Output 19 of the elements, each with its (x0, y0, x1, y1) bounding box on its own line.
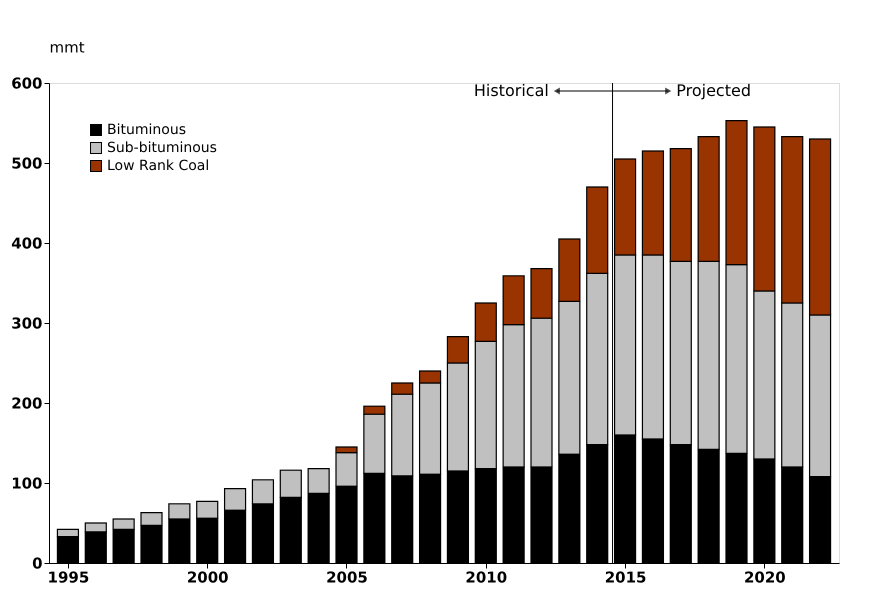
legend-label: Bituminous (107, 122, 186, 138)
x-tick-label: 2015 (604, 568, 646, 586)
x-tick-label: 2000 (186, 568, 229, 586)
x-tick-label: 2005 (326, 568, 368, 586)
y-tick-label: 0 (32, 554, 42, 572)
y-tick-label: 300 (11, 314, 42, 332)
x-tick-label: 1995 (48, 568, 90, 586)
annotation: Historical (474, 81, 549, 100)
y-tick-label: 600 (11, 74, 42, 92)
legend-label: Low Rank Coal (107, 158, 210, 174)
y-tick-label: 400 (11, 234, 42, 252)
y-axis-title: mmt (50, 38, 85, 56)
annotation: Projected (676, 81, 751, 100)
legend-label: Sub-bituminous (107, 140, 217, 156)
y-tick-label: 100 (11, 474, 42, 492)
x-tick-label: 2010 (465, 568, 508, 586)
x-tick-label: 2020 (744, 568, 786, 586)
y-tick-label: 200 (11, 394, 42, 412)
y-tick-label: 500 (11, 154, 42, 172)
